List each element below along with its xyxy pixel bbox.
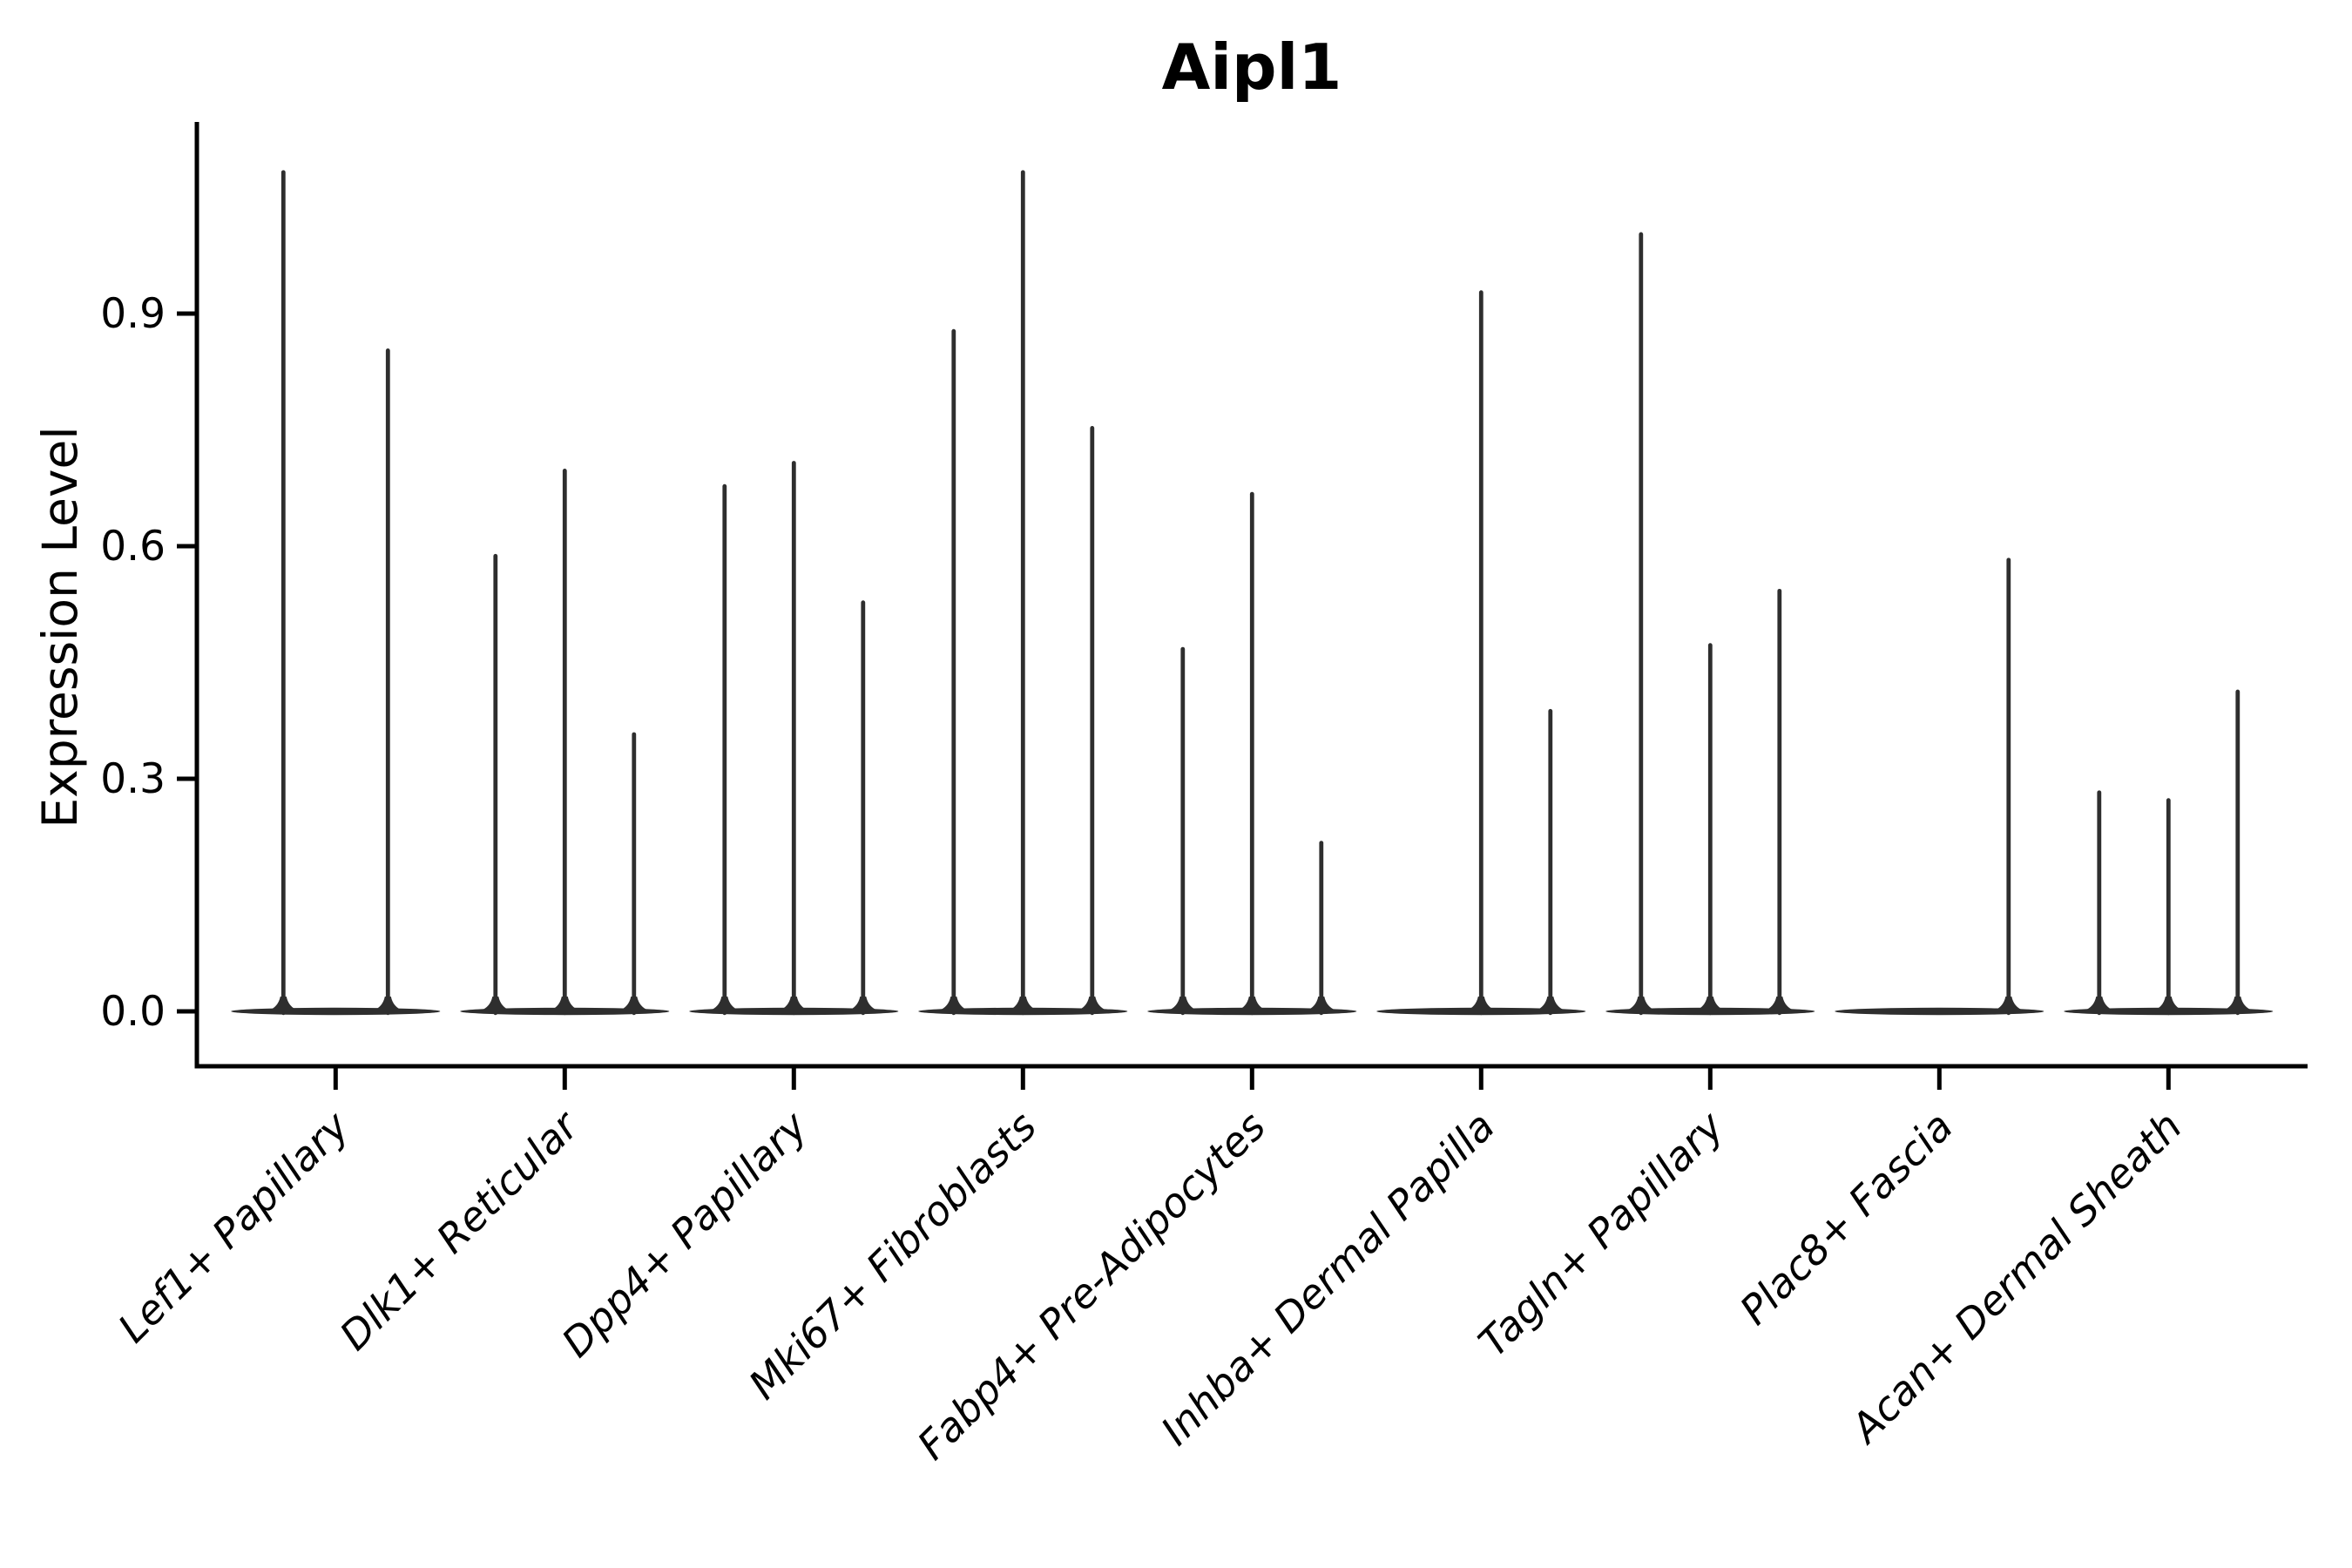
chart-title: Aipl1 [1162,30,1342,104]
violin-spike [1707,643,1713,1016]
violin-group [918,170,1128,1016]
x-tick-label: Tagln+ Papillary [1470,1102,1734,1366]
violin-spike [1548,708,1553,1016]
violin-spike [861,600,866,1016]
violin-group [1605,232,1815,1016]
x-tick-label: Plac8+ Fascia [1731,1103,1962,1334]
violin-spike [1090,426,1095,1016]
violin-spike [951,328,956,1016]
x-tick-label: Dlk1+ Reticular [330,1100,589,1359]
y-tick-label: 0.9 [100,290,166,338]
violin-group [689,461,899,1016]
y-tick-label: 0.3 [100,755,166,803]
violin-spike [722,483,727,1016]
violin-spike [791,461,796,1016]
violin-group [231,170,441,1016]
violin-spike [2006,558,2011,1016]
violin-spike [1639,232,1644,1016]
violin-spike [1478,290,1484,1016]
violin-spike [2235,689,2240,1016]
y-axis: 0.0 0.3 0.6 0.9 [100,122,199,1069]
violin-baseline [231,1007,441,1016]
violin-spike [2097,790,2102,1016]
violin-group [1147,491,1357,1016]
x-tick-label: Dpp4+ Papillary [552,1102,816,1366]
violin-group [1835,558,2044,1016]
violin-group [460,469,670,1016]
violin-spike [1777,588,1782,1016]
y-tick-label: 0.0 [100,988,166,1036]
y-tick-label: 0.6 [100,523,166,571]
violin-spike [280,170,286,1016]
violin-baseline [1835,1007,2044,1016]
x-tick-label: Lef1+ Papillary [109,1102,358,1351]
violin-spike [1319,841,1324,1016]
violin-group [1376,290,1586,1016]
violin-spike [632,732,637,1016]
violin-spike [1249,491,1254,1016]
violin-spike [2166,798,2171,1016]
violin-group [2064,689,2274,1016]
violin-spike [493,553,498,1016]
violin-series [231,170,2274,1016]
violin-spike [1180,646,1186,1016]
violin-spike [562,469,567,1016]
y-axis-label: Expression Level [32,426,88,828]
violin-spike [385,348,390,1016]
violin-spike [1020,170,1025,1016]
